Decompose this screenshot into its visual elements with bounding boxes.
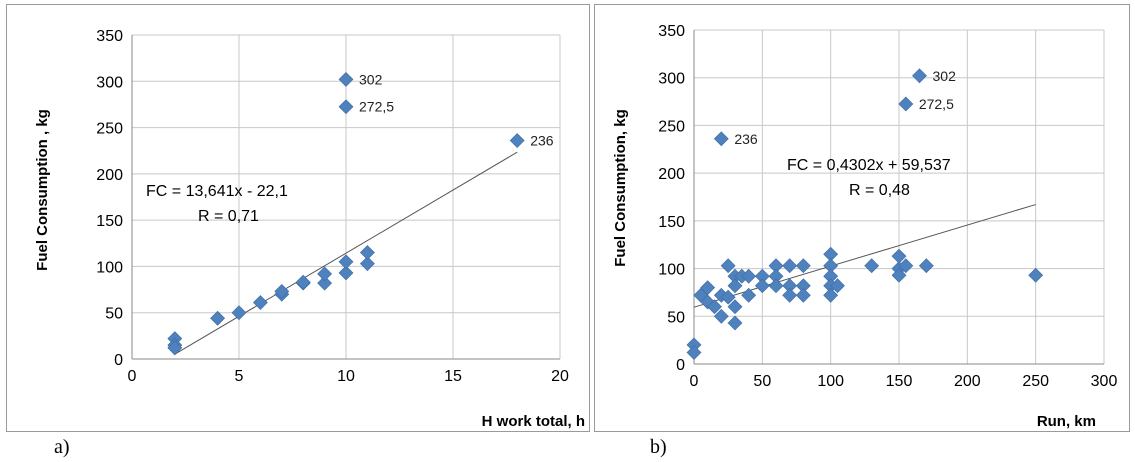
y-tick-label: 100 [96,259,123,276]
x-tick-label: 0 [128,368,137,385]
data-point [338,265,354,281]
data-point [210,310,226,326]
y-tick-label: 150 [96,213,123,230]
x-tick-label: 150 [886,373,913,390]
data-point [274,283,290,299]
data-point [741,268,757,284]
trend-equation-line: FC = 13,641x - 22,1 [146,183,288,200]
data-point [167,340,183,356]
y-tick-label: 200 [96,167,123,184]
data-label: 236 [530,133,554,149]
y-tick-label: 300 [96,74,123,91]
data-point [295,274,311,290]
data-point [317,266,333,282]
y-tick-label: 100 [658,262,685,279]
data-point [727,299,743,315]
y-tick-label: 300 [658,71,685,88]
data-point [898,258,914,274]
data-point [795,258,811,274]
data-label: 272,5 [919,96,954,112]
data-label: 236 [734,131,758,147]
y-tick-label: 350 [658,23,685,40]
x-tick-label: 15 [444,368,462,385]
data-point [720,289,736,305]
trend-equation-line: FC = 0,4302x + 59,537 [787,157,951,174]
data-point [1028,267,1044,283]
data-point [782,258,798,274]
y-tick-label: 200 [658,166,685,183]
data-point [359,245,375,260]
data-point [912,68,927,84]
data-point [918,258,934,274]
data-point [713,131,729,147]
x-tick-label: 300 [1091,373,1118,390]
y-tick-label: 50 [667,309,685,326]
data-point [720,258,736,274]
data-point [686,345,702,360]
data-point [338,72,354,87]
data-point [727,315,743,331]
x-tick-label: 10 [337,368,355,385]
data-point [317,275,333,291]
data-point [891,267,907,283]
x-tick-label: 0 [690,373,699,390]
y-tick-label: 50 [105,306,123,323]
data-point [359,256,375,272]
data-point [707,299,722,315]
y-tick-label: 350 [96,28,123,45]
trend-equation-line: R = 0,48 [849,182,910,199]
y-tick-label: 250 [658,118,685,135]
data-label: 302 [359,71,383,87]
data-point [864,258,880,274]
x-tick-label: 5 [235,368,244,385]
data-point [741,287,757,303]
x-tick-label: 100 [817,373,844,390]
data-point [782,287,798,303]
x-tick-label: 250 [1022,373,1049,390]
data-point [727,278,743,294]
data-point [252,295,268,310]
data-point [754,278,770,294]
data-point [823,287,839,303]
panel-label-b: b) [650,436,667,458]
x-tick-label: 50 [753,373,771,390]
trendline [693,204,1036,308]
x-tick-label: 200 [954,373,981,390]
data-label: 302 [933,68,957,84]
x-axis-title: Run, km [1037,413,1096,430]
chart-panel-b: 0 50 100 150 200 250 300 0 50 100 150 200 250 300 350 R… [594,4,1130,432]
y-axis-title: Fuel Consumption, kg [612,109,629,267]
data-point [338,99,354,115]
y-axis-title: Fuel Consumption , kg [34,109,51,271]
data-point [338,254,354,270]
panel-label-a: a) [54,436,70,458]
data-point [830,278,845,294]
chart-b-svg: 0 50 100 150 200 250 300 0 50 100 150 200 250 300 350 R… [612,23,1118,430]
data-point [768,278,784,294]
data-point [795,287,811,303]
data-label: 272,5 [359,99,394,115]
y-tick-label: 250 [96,121,123,138]
x-tick-label: 20 [551,368,569,385]
data-point [713,308,729,324]
y-tick-label: 0 [114,352,123,369]
data-point [509,133,525,148]
data-point [231,305,247,321]
y-tick-label: 150 [658,214,685,231]
chart-panel-a: 0 5 10 15 20 0 50 100 150 200 250 300 350 H work tota… [6,4,590,432]
trendline [174,151,518,355]
x-axis-title: H work total, h [482,413,585,430]
trend-equation-line: R = 0,71 [198,208,259,225]
data-point [898,96,914,112]
y-tick-label: 0 [676,357,685,374]
